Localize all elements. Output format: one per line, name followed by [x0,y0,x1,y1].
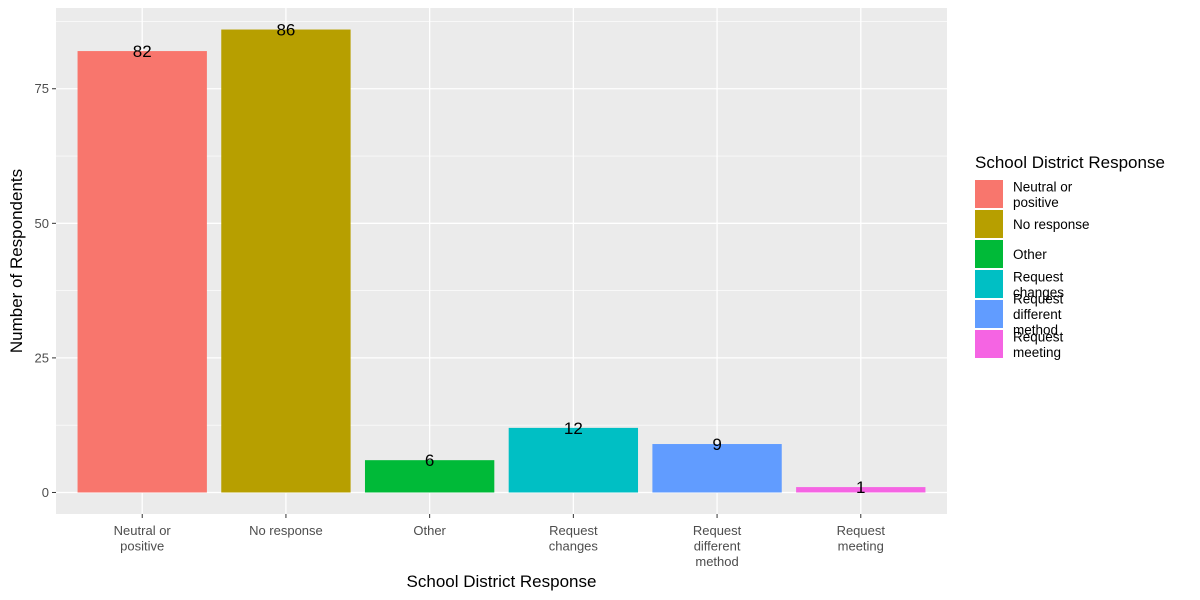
x-tick-label-5: Request meeting [837,523,886,554]
y-tick-label-0: 0 [42,485,49,500]
y-axis-title: Number of Respondents [7,169,26,353]
y-tick-label-2: 50 [35,216,49,231]
y-tick-label-3: 75 [35,81,49,96]
data-label-0: 82 [133,42,152,61]
legend-label-3: Request changes [1013,269,1064,300]
bars [77,29,926,493]
x-axis-title: School District Response [407,572,597,591]
legend-title: School District Response [975,153,1165,172]
legend-label-2: Other [1013,247,1047,262]
legend-label-0: Neutral or positive [1013,179,1073,210]
data-label-5: 1 [856,478,865,497]
legend-key-0 [975,180,1003,208]
data-label-3: 12 [564,419,583,438]
bar-1 [221,29,351,493]
legend-key-2 [975,240,1003,268]
legend: School District Response Neutral or posit… [975,153,1165,360]
y-tick-label-1: 25 [35,350,49,365]
y-axis: 0 25 50 75 [35,81,56,500]
x-axis: Neutral or positive No response Other Reques… [114,514,886,569]
legend-key-5 [975,330,1003,358]
x-tick-label-4: Request different method [693,523,742,569]
legend-key-4 [975,300,1003,328]
legend-key-3 [975,270,1003,298]
bar-0 [77,51,207,493]
bar-3 [508,427,639,493]
legend-label-4: Request different method [1013,292,1064,338]
x-tick-label-3: Request changes [549,523,599,554]
bar-2 [364,460,495,493]
bar-5 [796,487,926,493]
legend-key-1 [975,210,1003,238]
legend-label-5: Request meeting [1013,329,1064,360]
data-labels: 82 86 6 12 9 1 [133,21,866,498]
data-label-1: 86 [276,21,295,40]
x-tick-label-1: No response [249,523,323,538]
x-tick-label-2: Other [413,523,446,538]
data-label-2: 6 [425,451,434,470]
x-tick-label-0: Neutral or positive [114,523,172,554]
bar-4 [652,444,782,493]
legend-label-1: No response [1013,217,1090,232]
data-label-4: 9 [712,435,721,454]
